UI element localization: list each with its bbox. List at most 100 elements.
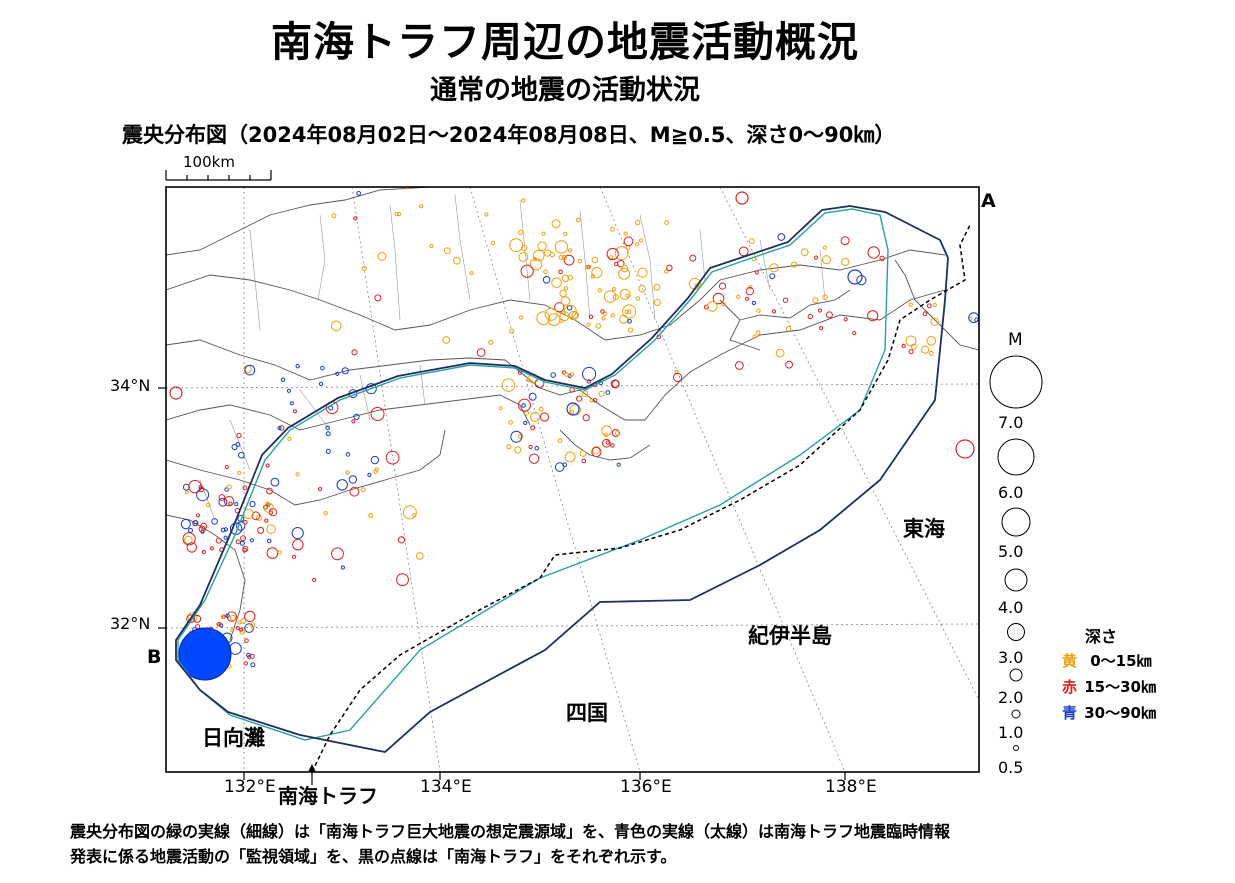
magnitude-label: 7.0 [998,413,1024,432]
epicenter-marker [193,614,202,623]
depth-range: 30～90㎞ [1084,704,1156,722]
epicenter-marker [637,267,648,278]
epicenter-marker [785,360,793,369]
epicenter-marker [331,213,337,219]
epicenter-marker [616,462,621,467]
epicenter-marker [635,242,640,247]
magnitude-label: 2.0 [998,688,1024,707]
epicenter-marker [932,303,937,308]
epicenter-marker [538,406,544,412]
epicenter-marker [595,323,602,329]
epicenter-marker [926,336,937,346]
epicenter-marker [712,292,725,305]
epicenter-marker [557,438,563,443]
epicenter-marker [223,496,235,507]
epicenter-marker [812,297,819,304]
epicenter-marker [601,425,613,437]
epicenter-marker [196,488,210,502]
epicenter-marker [230,628,235,633]
epicenter-marker [402,505,417,520]
epicenter-marker [755,330,761,335]
epicenter-marker [469,271,474,276]
epicenter-marker [625,293,630,298]
epicenter-marker [351,349,358,356]
depth-row-middle: 赤 15～30㎞ [1062,676,1156,697]
epicenter-marker [218,497,228,507]
magnitude-label: 0.5 [998,758,1024,777]
epicenter-marker [561,274,570,282]
longitude-label-136: 136°E [620,777,672,797]
magnitude-label: 4.0 [998,598,1024,617]
epicenter-marker [586,379,592,384]
epicenter-marker [370,407,385,421]
epicenter-marker [320,365,325,371]
epicenter-marker [169,386,183,400]
epicenter-marker [182,532,196,546]
epicenter-marker [242,547,248,553]
depth-row-shallow: 黄 0～15㎞ [1062,650,1152,671]
epicenter-layer [169,187,979,681]
epicenter-marker [180,519,191,530]
epicenter-marker [289,401,294,406]
epicenter-marker [581,458,587,464]
magnitude-legend-circle [1001,507,1031,537]
epicenter-marker [243,661,249,666]
epicenter-marker [229,522,243,535]
epicenter-marker [235,442,241,447]
epicenter-marker [635,219,641,226]
epicenter-marker [563,304,577,318]
epicenter-marker [551,277,562,289]
epicenter-marker [621,264,629,273]
epicenter-marker [246,652,251,658]
epicenter-marker [291,554,297,559]
epicenter-marker [825,311,833,319]
epicenter-marker [928,350,934,356]
epicenter-marker [782,297,789,303]
epicenter-marker [345,470,350,475]
depth-color-name: 青 [1062,704,1078,722]
epicenter-marker [585,264,590,270]
epicenter-marker [588,314,594,319]
epicenter-marker [270,477,280,487]
epicenter-marker [397,536,406,544]
epicenter-marker [543,249,552,257]
epicenter-marker [673,372,683,382]
epicenter-marker [266,487,273,495]
magnitude-label: 3.0 [998,648,1024,667]
epicenter-marker [523,420,528,425]
epicenter-marker [530,425,536,431]
epicenter-marker [242,519,248,525]
epicenter-marker [559,311,570,322]
epicenter-marker [291,527,304,540]
epicenter-marker [748,238,755,245]
epicenter-marker [532,256,537,262]
epicenter-marker [840,236,850,246]
epicenter-marker [517,229,524,236]
epicenter-marker [244,364,256,376]
epicenter-marker [807,313,813,320]
epicenter-marker [563,286,569,291]
epicenter-marker [605,390,611,396]
epicenter-marker [238,451,245,459]
epicenter-marker [361,265,367,271]
epicenter-marker [703,304,709,310]
epicenter-marker [738,246,749,257]
epicenter-marker [638,238,644,243]
epicenter-marker [250,662,256,668]
epicenter-marker [543,269,548,275]
epicenter-marker [822,245,828,250]
epicenter-marker [622,304,637,319]
epicenter-marker [217,622,222,627]
epicenter-marker [198,525,206,533]
epicenter-marker [325,425,330,431]
epicenter-marker [186,614,196,624]
footnote-line: 震央分布図の緑の実線（細線）は「南海トラフ巨大地震の想定震源域」を、青色の実線（… [70,822,951,841]
epicenter-marker [442,336,451,344]
epicenter-marker [353,216,358,221]
epicenter-marker [751,300,757,306]
epicenter-marker [560,296,571,306]
epicenter-marker [745,287,754,296]
epicenter-marker [223,535,228,540]
epicenter-marker [528,444,533,450]
epicenter-marker [930,317,939,326]
